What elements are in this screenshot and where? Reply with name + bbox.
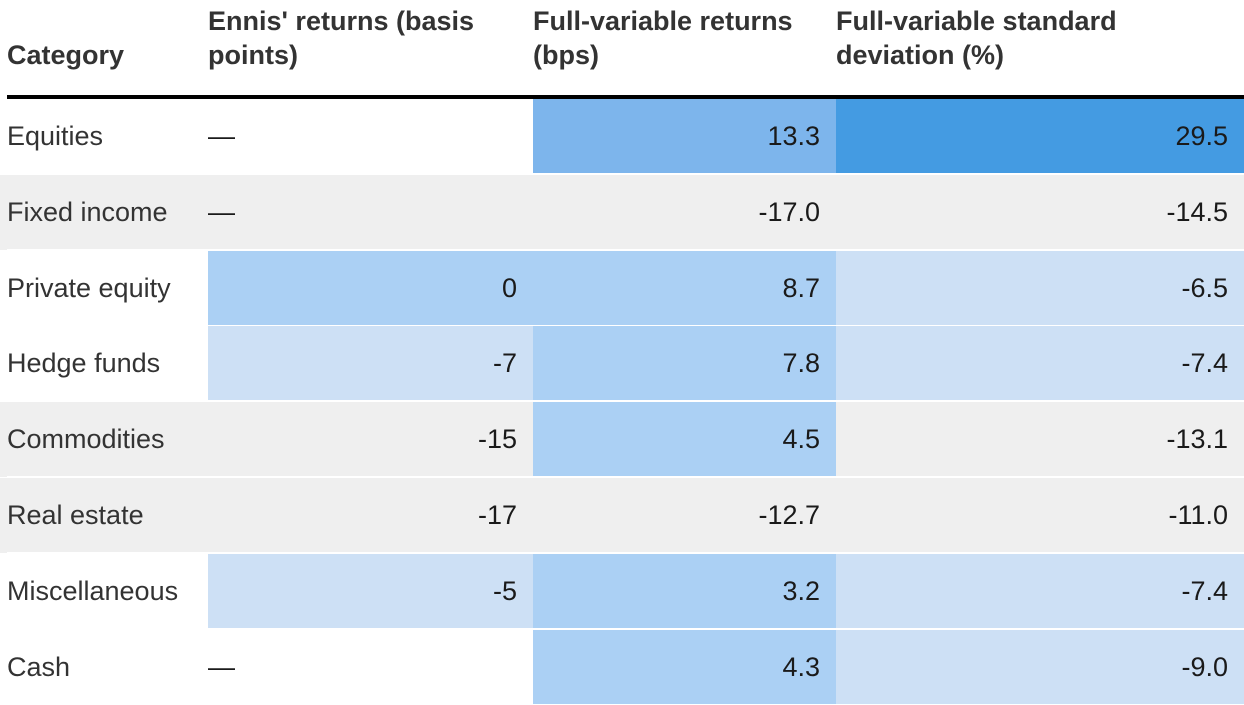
- table-header: Category Ennis' returns (basis points) F…: [0, 0, 1244, 96]
- ennis-returns-cell: —: [208, 629, 533, 705]
- row-divider: [7, 476, 1244, 478]
- category-cell: Hedge funds: [7, 348, 161, 379]
- full-variable-returns-cell: 13.3: [533, 99, 836, 174]
- full-variable-std-cell: 29.5: [836, 99, 1244, 174]
- column-header-category: Category: [7, 40, 125, 70]
- header-rule: [7, 95, 1244, 99]
- ennis-returns-cell: 0: [208, 250, 533, 326]
- full-variable-std-cell: -13.1: [836, 402, 1244, 478]
- category-cell: Real estate: [7, 500, 144, 530]
- category-cell: Cash: [7, 651, 71, 682]
- row-divider: [7, 248, 1244, 250]
- table-row: Equities —13.3 29.5: [0, 99, 1244, 174]
- category-cell: Fixed income: [7, 196, 168, 227]
- full-variable-std-cell: -9.0: [836, 629, 1244, 705]
- full-variable-returns-cell: -17.0: [533, 174, 836, 250]
- category-cell: Miscellaneous: [7, 575, 179, 606]
- ennis-returns-cell: —: [208, 174, 533, 250]
- column-header-full-variable-returns: Full-variable returns (bps): [533, 6, 793, 70]
- table-row: Private equity 0 8.7 -6.5: [0, 250, 1244, 326]
- table-row: Real estate -17 -12.7 -11.0: [0, 478, 1244, 553]
- row-divider: [7, 324, 1244, 326]
- full-variable-returns-cell: 8.7: [533, 250, 836, 326]
- category-cell: Commodities: [7, 424, 165, 455]
- row-divider: [7, 552, 1244, 553]
- full-variable-std-cell: -7.4: [836, 553, 1244, 629]
- full-variable-returns-cell: 4.3: [533, 629, 836, 705]
- category-cell: Private equity: [7, 272, 171, 303]
- full-variable-std-cell: -14.5: [836, 174, 1244, 250]
- table-row: Cash —4.3 -9.0: [0, 629, 1244, 705]
- full-variable-std-cell: -6.5: [836, 250, 1244, 326]
- full-variable-returns-cell: 3.2: [533, 553, 836, 629]
- table-row: Fixed income — -17.0 -14.5: [0, 174, 1244, 250]
- row-divider: [7, 627, 1244, 629]
- full-variable-std-cell: -7.4: [836, 326, 1244, 402]
- ennis-returns-cell: —: [208, 99, 533, 174]
- full-variable-std-cell: -11.0: [836, 478, 1244, 553]
- category-cell: Equities: [7, 121, 104, 151]
- table-row: Commodities -15 4.5 -13.1: [0, 402, 1244, 478]
- ennis-returns-cell: -15: [208, 402, 533, 478]
- table-row: Miscellaneous -5 3.2 -7.4: [0, 553, 1244, 629]
- column-header-ennis-returns: Ennis' returns (basis points): [208, 6, 474, 70]
- full-variable-returns-cell: 4.5: [533, 402, 836, 478]
- full-variable-returns-cell: 7.8: [533, 326, 836, 402]
- full-variable-returns-cell: -12.7: [533, 478, 836, 553]
- ennis-returns-cell: -5: [208, 553, 533, 629]
- ennis-returns-cell: -17: [208, 478, 533, 553]
- row-divider: [7, 173, 1244, 174]
- ennis-returns-cell: -7: [208, 326, 533, 402]
- row-divider: [7, 400, 1244, 402]
- row-divider: [7, 703, 1244, 705]
- table-row: Hedge funds -7 7.8 -7.4: [0, 326, 1244, 402]
- column-header-full-variable-std: Full-variable standard deviation (%): [836, 6, 1117, 70]
